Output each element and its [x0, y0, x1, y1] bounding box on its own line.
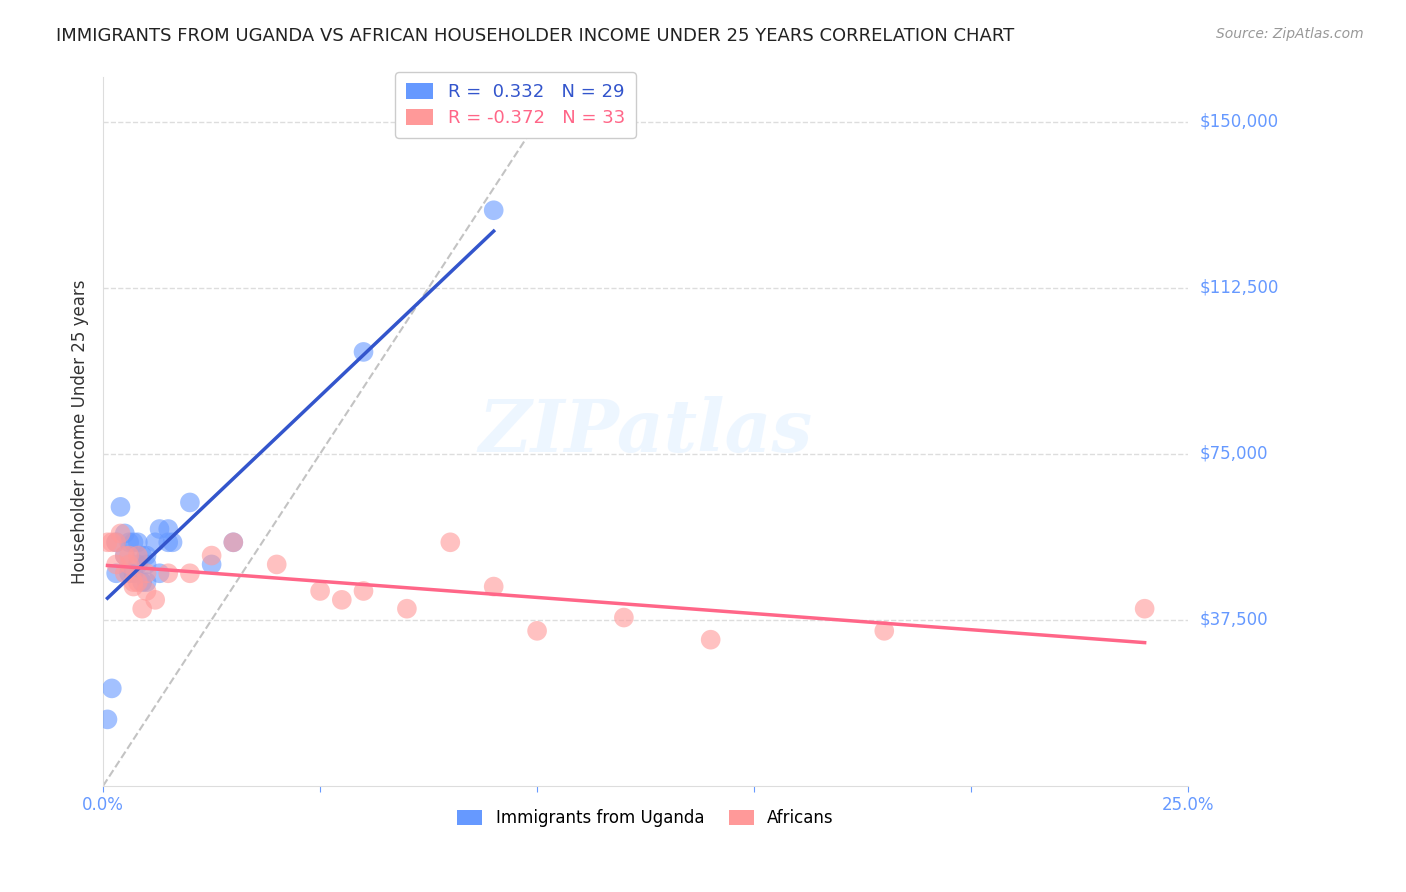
Point: [96, 712, 118, 726]
Point: [118, 558, 141, 572]
Point: [143, 535, 166, 549]
Point: [110, 500, 132, 514]
Point: [148, 522, 170, 536]
Point: [526, 624, 548, 638]
Text: $75,000: $75,000: [1199, 445, 1268, 463]
Point: [353, 584, 375, 599]
Point: [131, 601, 153, 615]
Point: [353, 345, 375, 359]
Point: [222, 535, 245, 549]
Text: ZIPatlas: ZIPatlas: [478, 396, 813, 467]
Point: [143, 592, 166, 607]
Point: [162, 535, 184, 549]
Point: [201, 558, 224, 572]
Point: [110, 526, 132, 541]
Point: [105, 558, 128, 572]
Point: [127, 535, 149, 549]
Point: [122, 580, 145, 594]
Point: [101, 681, 124, 696]
Point: [395, 601, 418, 615]
Point: [118, 535, 141, 549]
Text: Source: ZipAtlas.com: Source: ZipAtlas.com: [1216, 27, 1364, 41]
Point: [114, 526, 136, 541]
Point: [135, 584, 157, 599]
Point: [179, 566, 201, 581]
Point: [118, 566, 141, 581]
Legend: Immigrants from Uganda, Africans: Immigrants from Uganda, Africans: [450, 803, 841, 834]
Point: [96, 535, 118, 549]
Point: [122, 575, 145, 590]
Point: [135, 558, 157, 572]
Point: [101, 535, 124, 549]
Text: $150,000: $150,000: [1199, 112, 1278, 131]
Point: [118, 549, 141, 563]
Point: [157, 535, 180, 549]
Point: [114, 549, 136, 563]
Point: [148, 566, 170, 581]
Point: [330, 592, 353, 607]
Point: [127, 549, 149, 563]
Point: [105, 535, 128, 549]
Text: $112,500: $112,500: [1199, 278, 1278, 297]
Point: [122, 535, 145, 549]
Point: [482, 203, 505, 218]
Point: [105, 566, 128, 581]
Point: [127, 558, 149, 572]
Point: [266, 558, 288, 572]
Point: [613, 610, 636, 624]
Point: [201, 549, 224, 563]
Point: [135, 566, 157, 581]
Y-axis label: Householder Income Under 25 years: Householder Income Under 25 years: [72, 279, 89, 584]
Point: [157, 522, 180, 536]
Point: [127, 575, 149, 590]
Point: [699, 632, 721, 647]
Point: [135, 575, 157, 590]
Point: [131, 575, 153, 590]
Point: [131, 549, 153, 563]
Point: [105, 535, 128, 549]
Text: IMMIGRANTS FROM UGANDA VS AFRICAN HOUSEHOLDER INCOME UNDER 25 YEARS CORRELATION : IMMIGRANTS FROM UGANDA VS AFRICAN HOUSEH…: [56, 27, 1015, 45]
Point: [114, 549, 136, 563]
Point: [873, 624, 896, 638]
Point: [309, 584, 332, 599]
Point: [222, 535, 245, 549]
Point: [122, 566, 145, 581]
Point: [114, 566, 136, 581]
Point: [1133, 601, 1156, 615]
Point: [179, 495, 201, 509]
Point: [135, 549, 157, 563]
Point: [482, 580, 505, 594]
Point: [439, 535, 461, 549]
Text: $37,500: $37,500: [1199, 611, 1268, 629]
Point: [157, 566, 180, 581]
